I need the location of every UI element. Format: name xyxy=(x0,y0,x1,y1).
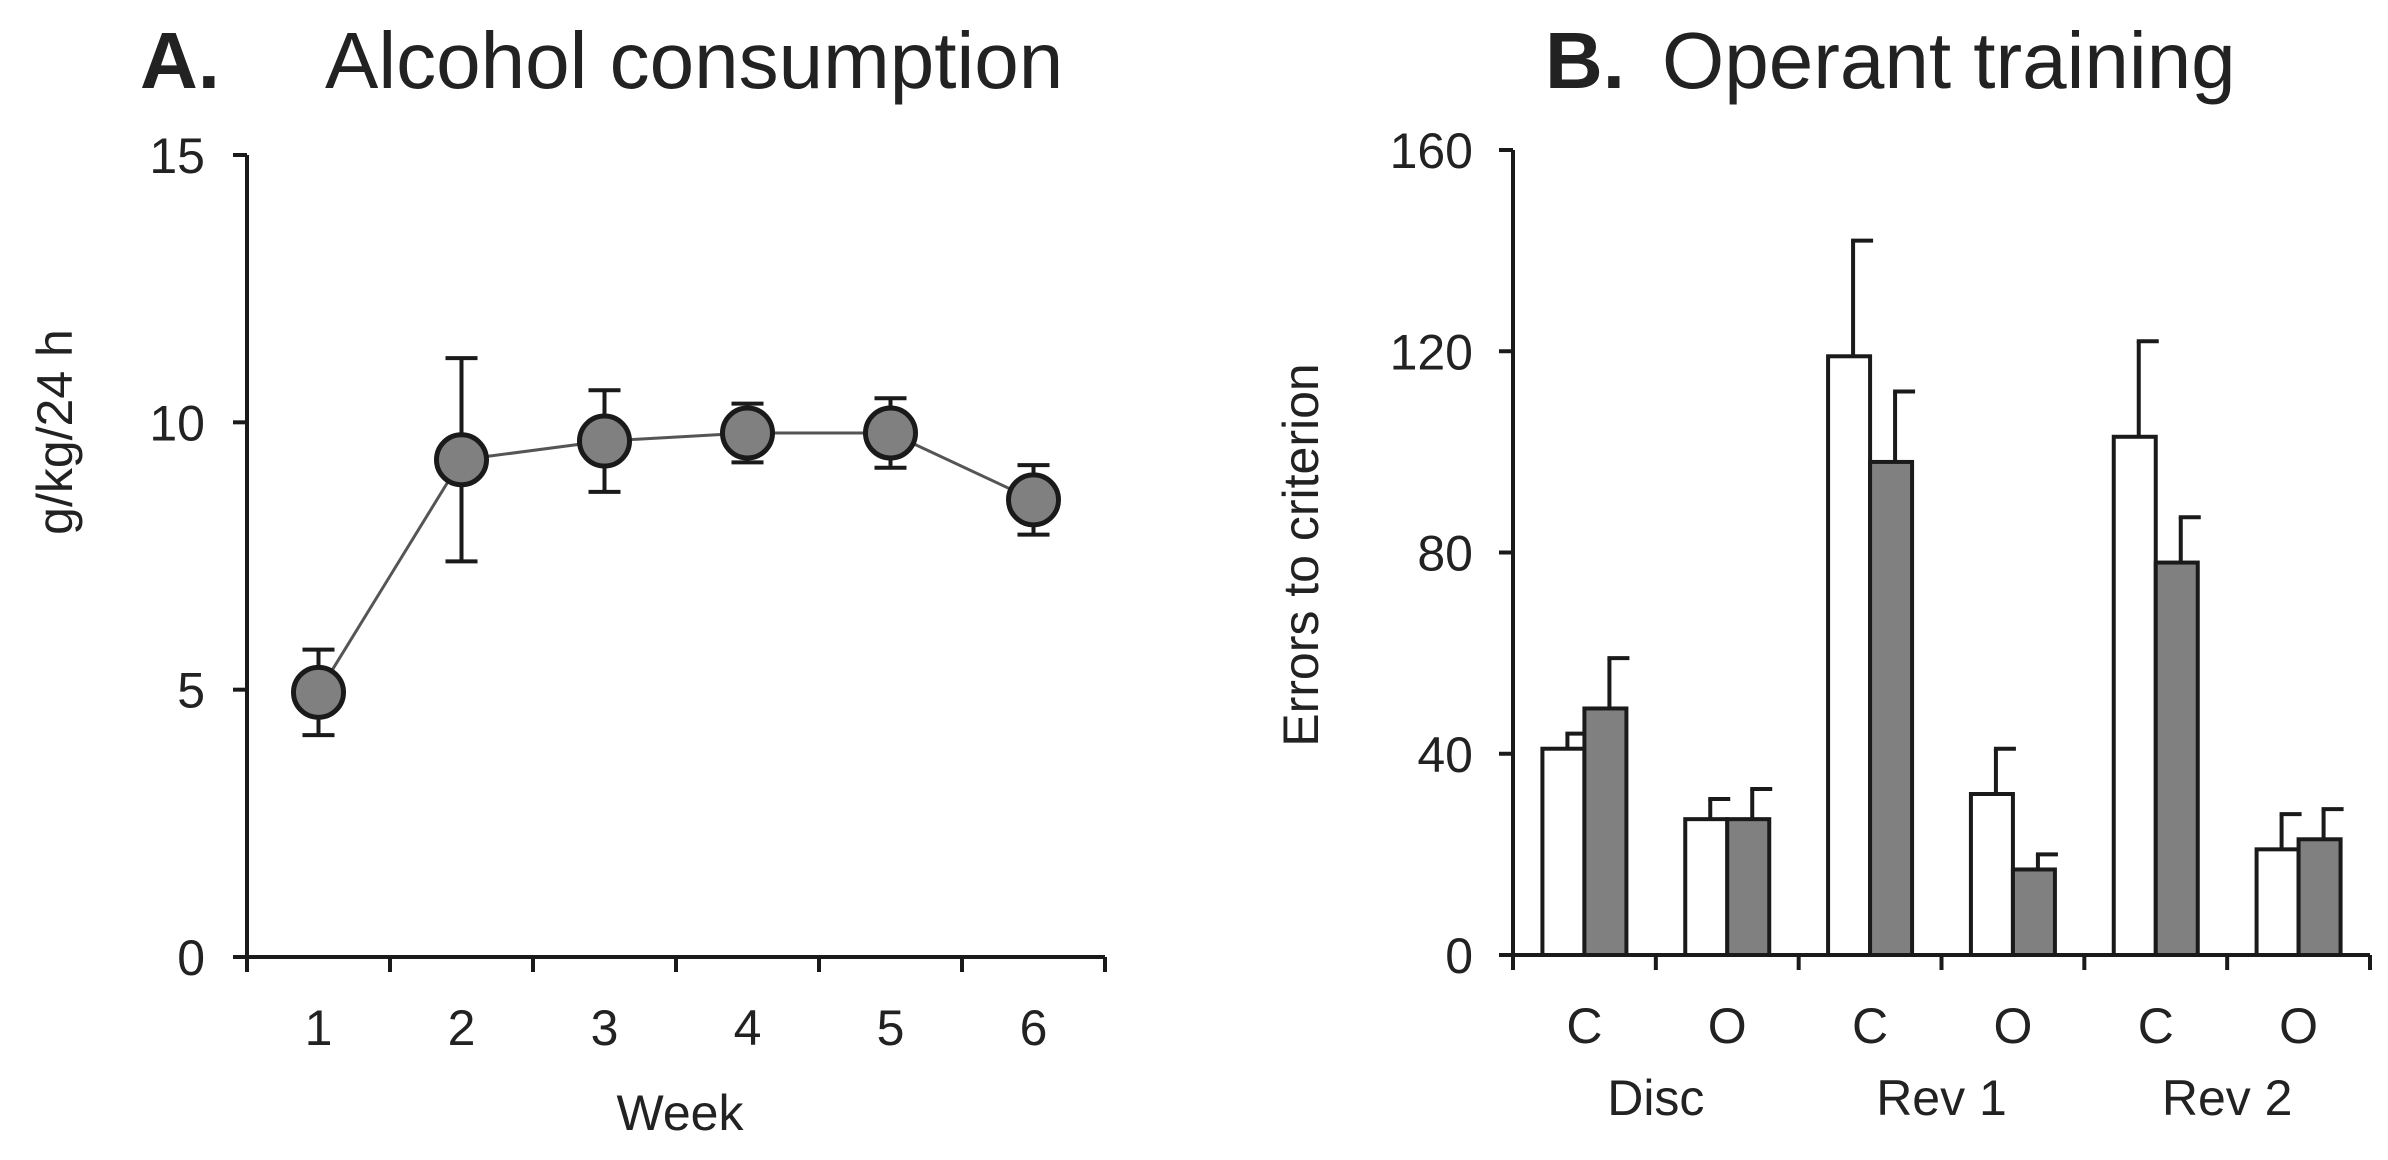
panel-a-x-tick-label: 6 xyxy=(1020,1000,1048,1056)
panel-a-data-point xyxy=(863,405,918,461)
panel-b-bar xyxy=(2010,867,2057,957)
panel-a-y-tick-label: 5 xyxy=(177,663,205,719)
panel-b-bar xyxy=(2254,847,2301,957)
panel-a-y-axis-label: g/kg/24 h xyxy=(27,329,83,535)
panel-b-group-label: Rev 2 xyxy=(2162,1070,2293,1126)
panel-b-bar xyxy=(1868,459,1915,957)
panel-b-bar xyxy=(1683,817,1730,957)
panel-a-data-point xyxy=(434,432,489,488)
panel-a-x-tick-label: 5 xyxy=(877,1000,905,1056)
panel-b-data-marks xyxy=(1540,238,2344,957)
panel-a-data-point xyxy=(577,413,632,469)
panel-b-bar xyxy=(2111,434,2158,957)
panel-a-series-line xyxy=(317,431,1035,694)
panel-a-x-tick-label: 3 xyxy=(591,1000,619,1056)
panel-a-x-tick-label: 1 xyxy=(305,1000,333,1056)
panel-b-bar xyxy=(1968,792,2015,957)
panel-a-y-tick-label: 0 xyxy=(177,930,205,986)
panel-b-y-tick-label: 160 xyxy=(1390,123,1473,179)
panel-b-group-label: Disc xyxy=(1607,1070,1704,1126)
panel-b-bar xyxy=(2296,837,2343,957)
panel-b-bar xyxy=(2153,560,2200,957)
panel-a-y-tick-label: 15 xyxy=(149,128,205,184)
panel-b-operant-training: B. Operant training Errors to criterion … xyxy=(1273,16,2372,1126)
panel-a-x-axis-label: Week xyxy=(617,1085,745,1141)
panel-b-letter: B. xyxy=(1545,16,1625,105)
panel-a-data-point xyxy=(291,664,346,720)
panel-b-bar xyxy=(1582,706,1629,957)
panel-b-bar xyxy=(1540,746,1587,957)
panel-a-letter: A. xyxy=(140,16,220,105)
panel-a-tick-labels: 0 5 10 15 1 2 3 4 5 6 xyxy=(149,128,1047,1056)
panel-b-y-tick-label: 120 xyxy=(1390,324,1473,380)
panel-a-y-tick-label: 10 xyxy=(149,395,205,451)
panel-b-x-tick-label: O xyxy=(2279,998,2318,1054)
panel-a-data-point xyxy=(1006,472,1061,528)
panel-a-x-tick-label: 4 xyxy=(734,1000,762,1056)
panel-b-x-tick-label: O xyxy=(1708,998,1747,1054)
panel-b-y-tick-label: 40 xyxy=(1417,727,1473,783)
panel-a-data-marks xyxy=(291,356,1061,738)
panel-a-title: Alcohol consumption xyxy=(325,16,1063,105)
panel-a-axes xyxy=(233,153,1107,972)
panel-b-y-tick-label: 80 xyxy=(1417,526,1473,582)
panel-a-alcohol-consumption: A. Alcohol consumption g/kg/24 h Week 0 5… xyxy=(27,16,1107,1141)
panel-a-data-point xyxy=(720,405,775,461)
panel-b-axes xyxy=(1499,148,2372,970)
panel-b-bar xyxy=(1725,817,1772,957)
panel-b-group-label: Rev 1 xyxy=(1876,1070,2007,1126)
panel-b-x-tick-label: C xyxy=(1852,998,1888,1054)
panel-b-y-axis-label: Errors to criterion xyxy=(1273,363,1329,746)
panel-b-y-tick-label: 0 xyxy=(1445,928,1473,984)
panel-b-title: Operant training xyxy=(1662,16,2236,105)
panel-a-x-tick-label: 2 xyxy=(448,1000,476,1056)
panel-b-bar xyxy=(1826,354,1873,957)
panel-b-x-tick-label: C xyxy=(2138,998,2174,1054)
panel-b-x-tick-label: O xyxy=(1993,998,2032,1054)
panel-b-x-tick-label: C xyxy=(1566,998,1602,1054)
